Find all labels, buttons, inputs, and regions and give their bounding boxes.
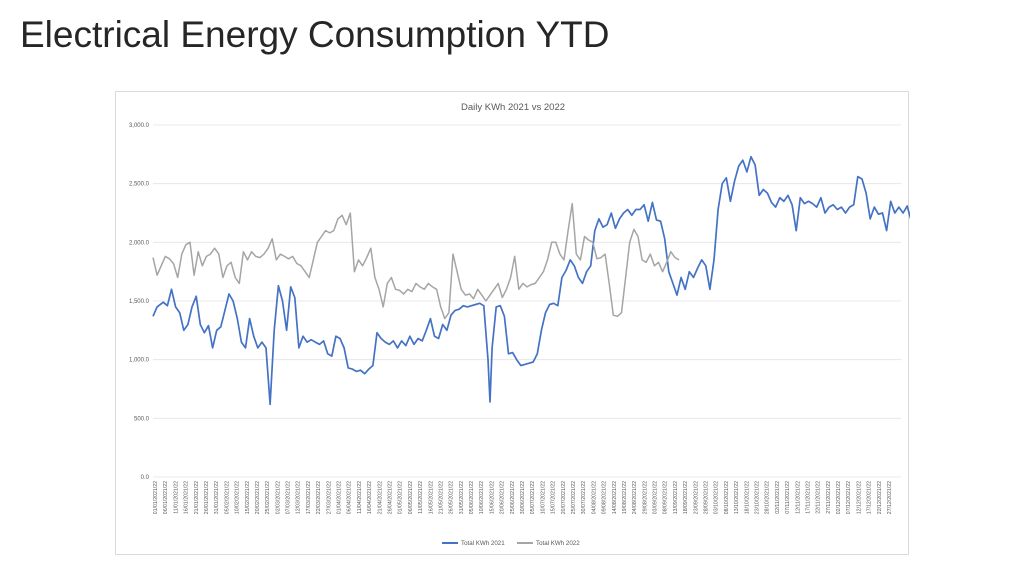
x-tick-label: 28/09/2021/22 [704,481,710,514]
x-tick-label: 27/11/2021/22 [826,481,832,514]
x-tick-label: 22/12/2021/22 [877,481,883,514]
x-tick-label: 25/07/2021/22 [571,481,577,514]
x-tick-label: 15/06/2021/22 [489,481,495,514]
x-tick-label: 30/06/2021/22 [520,481,526,514]
y-tick-label: 1,000.0 [129,358,150,364]
x-tick-label: 25/02/2021/22 [265,481,271,514]
x-tick-label: 10/06/2021/22 [479,481,485,514]
legend-label: Total KWh 2022 [536,540,580,547]
x-tick-label: 15/07/2021/22 [551,481,557,514]
x-tick-label: 22/03/2021/22 [316,481,322,514]
x-tick-label: 23/09/2021/22 [693,481,699,514]
x-tick-label: 21/01/2021/22 [194,481,200,514]
series-line-2022 [152,202,680,320]
x-tick-label: 12/03/2021/22 [296,481,302,514]
y-tick-label: 0.0 [141,475,150,481]
x-tick-label: 08/10/2021/22 [724,481,730,514]
series-line-2021 [152,155,910,406]
x-tick-label: 01/05/2021/22 [398,481,404,514]
x-tick-label: 02/03/2021/22 [275,481,281,514]
x-tick-label: 24/08/2021/22 [632,481,638,514]
x-tick-label: 10/02/2021/22 [235,481,241,514]
x-tick-label: 25/06/2021/22 [510,481,516,514]
x-tick-label: 31/05/2021/22 [459,481,465,514]
x-tick-label: 22/11/2021/22 [816,481,822,514]
x-tick-label: 05/02/2021/22 [224,481,230,514]
x-tick-label: 20/06/2021/22 [500,481,506,514]
x-tick-label: 28/10/2021/22 [765,481,771,514]
legend: Total KWh 2021 Total KWh 2022 [442,540,580,547]
x-tick-label: 20/02/2021/22 [255,481,261,514]
y-tick-label: 3,000.0 [129,123,150,129]
x-tick-label: 05/07/2021/22 [530,481,536,514]
x-tick-label: 26/04/2021/22 [387,481,393,514]
x-tick-label: 15/02/2021/22 [245,481,251,514]
x-tick-label: 14/08/2021/22 [612,481,618,514]
x-tick-label: 01/04/2021/22 [337,481,343,514]
x-tick-label: 11/04/2021/22 [357,481,363,514]
y-tick-label: 500.0 [134,416,150,422]
x-tick-label: 29/08/2021/22 [642,481,648,514]
x-tick-label: 17/03/2021/22 [306,481,312,514]
line-chart: Daily KWh 2021 vs 2022 0.0 500.0 1,000.0 1,… [129,102,910,547]
y-tick-label: 2,500.0 [129,182,150,188]
legend-label: Total KWh 2021 [461,540,505,547]
x-tick-label: 18/09/2021/22 [683,481,689,514]
x-tick-label: 13/10/2021/22 [734,481,740,514]
slide-title: Electrical Energy Consumption YTD [20,14,610,55]
x-tick-label: 20/07/2021/22 [561,481,567,514]
x-tick-label: 06/04/2021/22 [347,481,353,514]
x-axis-ticks: 01/01/2021/22 06/01/2021/22 11/01/2021/22 1… [153,481,893,514]
x-tick-label: 09/08/2021/22 [602,481,608,514]
x-tick-label: 23/10/2021/22 [754,481,760,514]
x-tick-label: 02/11/2021/22 [775,481,781,514]
x-tick-label: 27/03/2021/22 [326,481,332,514]
x-tick-label: 26/05/2021/22 [449,481,455,514]
x-tick-label: 19/08/2021/22 [622,481,628,514]
x-tick-label: 01/01/2021/22 [153,481,159,514]
x-tick-label: 02/12/2021/22 [836,481,842,514]
x-tick-label: 17/12/2021/22 [867,481,873,514]
x-tick-label: 21/04/2021/22 [377,481,383,514]
x-tick-label: 21/05/2021/22 [438,481,444,514]
x-tick-label: 17/11/2021/22 [805,481,811,514]
x-tick-label: 18/10/2021/22 [744,481,750,514]
x-tick-label: 31/01/2021/22 [214,481,220,514]
gridlines [153,124,901,478]
x-tick-label: 06/05/2021/22 [408,481,414,514]
y-tick-label: 1,500.0 [129,299,150,305]
x-tick-label: 08/09/2021/22 [663,481,669,514]
y-tick-label: 2,000.0 [129,240,150,246]
x-tick-label: 11/01/2021/22 [173,481,179,514]
x-tick-label: 07/11/2021/22 [785,481,791,514]
x-tick-label: 10/07/2021/22 [540,481,546,514]
x-tick-label: 26/01/2021/22 [204,481,210,514]
x-tick-label: 12/11/2021/22 [795,481,801,514]
x-tick-label: 03/09/2021/22 [653,481,659,514]
x-tick-label: 30/07/2021/22 [581,481,587,514]
x-tick-label: 04/08/2021/22 [591,481,597,514]
x-tick-label: 16/01/2021/22 [184,481,190,514]
x-tick-label: 12/12/2021/22 [856,481,862,514]
chart-title: Daily KWh 2021 vs 2022 [461,102,565,113]
x-tick-label: 16/04/2021/22 [367,481,373,514]
x-tick-label: 05/06/2021/22 [469,481,475,514]
x-tick-label: 07/03/2021/22 [286,481,292,514]
x-tick-label: 27/12/2021/22 [887,481,893,514]
y-axis-ticks: 0.0 500.0 1,000.0 1,500.0 2,000.0 2,500.0 3,00… [129,123,150,481]
x-tick-label: 13/09/2021/22 [673,481,679,514]
chart-frame: Daily KWh 2021 vs 2022 0.0 500.0 1,000.0 1,… [115,91,910,555]
series-lines [152,155,910,406]
x-tick-label: 11/05/2021/22 [418,481,424,514]
x-tick-label: 06/01/2021/22 [163,481,169,514]
x-tick-label: 16/05/2021/22 [428,481,434,514]
x-tick-label: 03/10/2021/22 [714,481,720,514]
x-tick-label: 07/12/2021/22 [846,481,852,514]
